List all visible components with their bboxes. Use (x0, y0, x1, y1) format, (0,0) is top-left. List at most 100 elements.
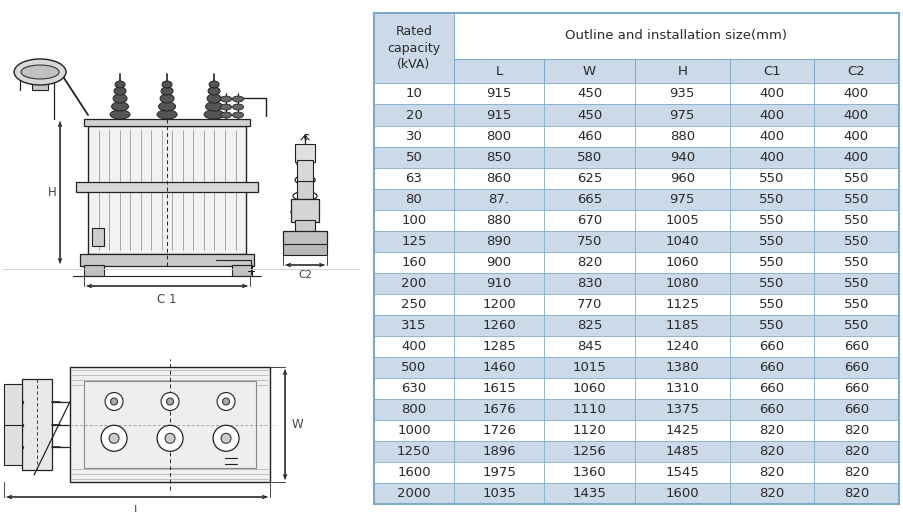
Bar (544, 399, 634, 420)
Bar (729, 210, 814, 231)
Text: 660: 660 (759, 403, 784, 416)
Ellipse shape (160, 94, 174, 103)
Text: 625: 625 (576, 172, 601, 185)
Text: 1040: 1040 (665, 235, 698, 248)
Bar (92, 228, 104, 246)
Text: 1485: 1485 (665, 445, 698, 458)
Bar (297, 160, 312, 182)
Bar (634, 59, 729, 83)
Text: 660: 660 (842, 382, 868, 395)
Text: 550: 550 (759, 277, 784, 290)
Text: 880: 880 (669, 130, 694, 142)
Text: 20: 20 (405, 109, 422, 121)
Bar (544, 188, 634, 210)
Text: 550: 550 (842, 319, 868, 332)
Text: 1600: 1600 (665, 487, 698, 500)
Bar (634, 441, 729, 462)
Circle shape (101, 425, 127, 451)
Text: 975: 975 (669, 109, 694, 121)
Bar (374, 13, 453, 83)
Ellipse shape (232, 96, 243, 102)
Text: 550: 550 (842, 193, 868, 206)
Circle shape (161, 393, 179, 411)
Bar (634, 210, 729, 231)
Text: L: L (134, 504, 140, 512)
Text: H: H (676, 65, 686, 78)
Bar (232, 265, 252, 276)
Text: 550: 550 (759, 235, 784, 248)
Bar (729, 483, 814, 504)
Bar (453, 146, 544, 167)
Text: 890: 890 (486, 235, 511, 248)
Text: 550: 550 (759, 298, 784, 311)
Bar (544, 441, 634, 462)
Bar (634, 483, 729, 504)
Bar (814, 273, 898, 294)
Text: 1080: 1080 (665, 277, 698, 290)
Text: 770: 770 (576, 298, 601, 311)
Text: 550: 550 (759, 256, 784, 269)
Bar (814, 378, 898, 399)
Text: 900: 900 (486, 256, 511, 269)
Text: 1726: 1726 (481, 424, 516, 437)
Text: 630: 630 (401, 382, 426, 395)
Text: 1375: 1375 (665, 403, 699, 416)
Text: L: L (495, 65, 502, 78)
Text: 1035: 1035 (481, 487, 516, 500)
Ellipse shape (207, 94, 221, 103)
Bar (374, 420, 453, 441)
Bar (729, 399, 814, 420)
Text: 660: 660 (842, 340, 868, 353)
Bar (729, 146, 814, 167)
Text: 1425: 1425 (665, 424, 698, 437)
Text: 550: 550 (842, 256, 868, 269)
Bar (291, 199, 319, 222)
Bar (374, 83, 453, 104)
Text: 2000: 2000 (396, 487, 431, 500)
Text: 550: 550 (759, 172, 784, 185)
Text: 670: 670 (576, 214, 601, 227)
Text: 660: 660 (842, 361, 868, 374)
Text: 1060: 1060 (665, 256, 698, 269)
Text: 460: 460 (576, 130, 601, 142)
Bar (729, 441, 814, 462)
Text: 820: 820 (842, 424, 868, 437)
Text: 87.: 87. (488, 193, 509, 206)
Bar (453, 294, 544, 315)
Text: 400: 400 (759, 130, 784, 142)
Text: 400: 400 (759, 151, 784, 164)
Text: 830: 830 (576, 277, 601, 290)
Text: 1545: 1545 (665, 466, 698, 479)
Text: W: W (292, 418, 303, 431)
Bar (729, 420, 814, 441)
Text: 550: 550 (759, 193, 784, 206)
Bar (634, 294, 729, 315)
Text: Outline and installation size(mm): Outline and installation size(mm) (564, 29, 787, 42)
Bar (814, 83, 898, 104)
Circle shape (213, 425, 238, 451)
Text: 550: 550 (759, 214, 784, 227)
Text: 660: 660 (842, 403, 868, 416)
Text: 750: 750 (576, 235, 601, 248)
Text: 1256: 1256 (572, 445, 606, 458)
Bar (453, 378, 544, 399)
Bar (453, 188, 544, 210)
Bar (80, 254, 254, 266)
Bar (814, 104, 898, 125)
Bar (544, 252, 634, 273)
Text: 315: 315 (401, 319, 426, 332)
Text: 550: 550 (842, 214, 868, 227)
Bar (544, 231, 634, 252)
Bar (374, 231, 453, 252)
Bar (634, 167, 729, 189)
Text: 1000: 1000 (396, 424, 431, 437)
Bar (283, 244, 327, 255)
Circle shape (105, 393, 123, 411)
Bar (544, 146, 634, 167)
Text: 915: 915 (486, 109, 511, 121)
Bar (814, 125, 898, 146)
Bar (84, 265, 104, 276)
Text: 550: 550 (759, 319, 784, 332)
Ellipse shape (209, 81, 219, 88)
Text: 550: 550 (842, 277, 868, 290)
